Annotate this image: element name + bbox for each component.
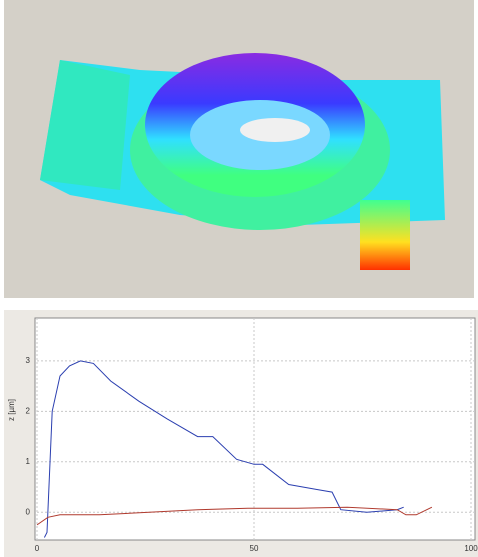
- x-tick-label: 0: [35, 544, 40, 553]
- y-tick-label: 2: [26, 406, 31, 415]
- x-tick-label: 100: [464, 544, 478, 553]
- y-tick-label: 3: [26, 356, 31, 365]
- y-axis-label: z [µm]: [7, 399, 16, 421]
- y-tick-label: 0: [26, 507, 31, 516]
- x-tick-label: 50: [250, 544, 259, 553]
- render-3d: [4, 0, 474, 298]
- line-series: [36, 506, 433, 526]
- chart-panel: z [µm]: [4, 310, 478, 557]
- y-tick-label: 1: [26, 457, 31, 466]
- line-series: [43, 360, 404, 538]
